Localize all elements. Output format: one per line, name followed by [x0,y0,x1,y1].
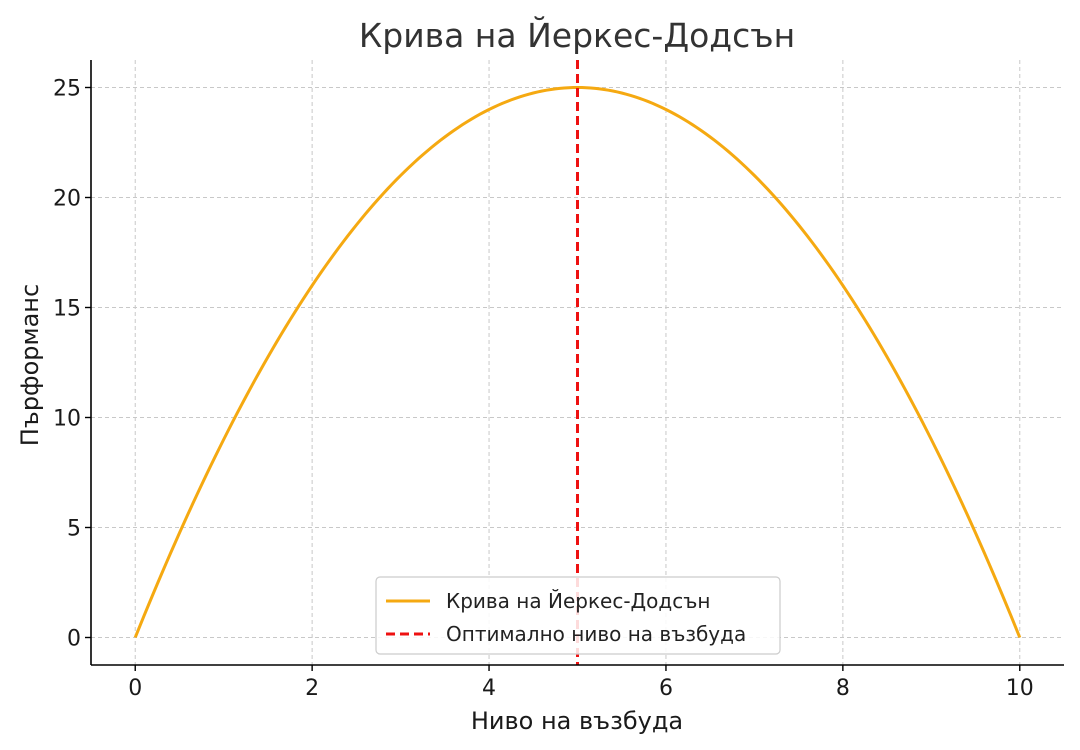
legend: Крива на Йеркес-Додсън Оптимално ниво на… [375,576,781,655]
y-tick-label: 20 [53,187,81,212]
x-tick-label: 10 [1006,676,1034,701]
x-tick-label: 8 [836,676,850,701]
y-tick-label: 5 [67,517,81,542]
axes [90,60,1064,666]
yerkes-dodson-curve [133,86,1022,639]
y-tick-label: 10 [53,407,81,432]
ticks: 0 2 4 6 8 10 0 5 10 15 20 25 [53,77,1034,702]
chart-title: Крива на Йеркес-Додсън [359,15,795,55]
x-tick-label: 4 [482,676,496,701]
series-layer [133,60,1022,665]
x-axis-label: Ниво на възбуда [471,707,683,735]
y-tick-label: 15 [53,297,81,322]
y-tick-label: 0 [67,627,81,652]
legend-label-curve: Крива на Йеркес-Додсън [446,589,710,613]
y-tick-label: 25 [53,77,81,102]
y-axis-label: Пърформанс [16,284,44,446]
x-tick-label: 2 [305,676,319,701]
x-tick-label: 0 [128,676,142,701]
legend-label-optimum: Оптимално ниво на възбуда [446,622,746,646]
legend-box [375,576,781,655]
x-tick-label: 6 [659,676,673,701]
